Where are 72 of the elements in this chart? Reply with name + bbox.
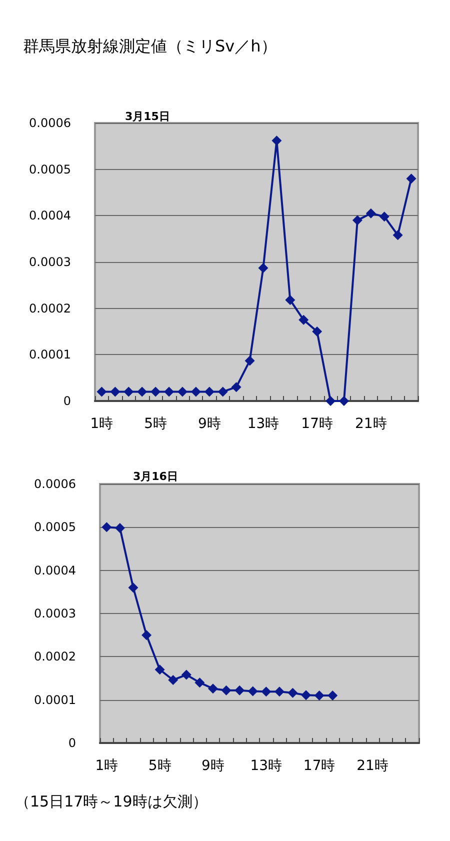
point [137,386,148,397]
point [326,396,336,406]
point [338,396,349,406]
x-tick-label: 9時 [198,416,221,432]
x-tick-label: 9時 [202,758,224,774]
x-tick-label: 13時 [247,416,280,432]
y-tick-label: 0.0003 [34,606,76,620]
point [379,212,390,222]
x-tick-label: 21時 [356,758,388,774]
x-tick-label: 17時 [301,416,333,432]
point [244,356,255,366]
y-tick-label: 0.0002 [29,301,71,316]
point [154,664,165,675]
point [168,674,178,685]
point [328,690,338,701]
point [272,136,282,146]
point [231,382,242,392]
point [128,582,138,593]
point [218,386,228,397]
y-tick-label: 0.0003 [29,255,71,269]
point [150,386,161,397]
point [221,685,232,696]
point [204,386,214,397]
x-tick-label: 21時 [354,416,387,432]
point [177,386,188,397]
x-tick-label: 5時 [148,758,172,774]
chart-title: 群馬県放射線測定値（ミリSv／h） [23,36,277,56]
y-tick-label: 0.0001 [29,348,71,362]
point [301,690,312,700]
point [164,386,174,397]
y-tick-label: 0 [63,394,71,408]
point [194,678,205,688]
point [181,670,192,680]
point [102,522,112,532]
point [208,684,218,694]
point [366,208,376,218]
point [110,386,120,397]
point [298,314,309,325]
y-tick-label: 0.0004 [34,563,76,578]
x-tick-label: 13時 [250,758,282,774]
chart-subtitle: 3月15日 [125,110,170,123]
y-tick-label: 0 [68,736,76,750]
x-tick-label: 1時 [90,416,114,432]
x-tick-label: 5時 [144,416,168,432]
point [314,690,324,701]
y-tick-label: 0.0002 [34,650,76,664]
point [234,685,245,696]
point [392,230,403,240]
y-tick-label: 0.0004 [29,208,71,223]
point [352,215,362,226]
point [124,386,134,397]
y-tick-label: 0.0006 [29,116,71,130]
point [261,686,272,697]
point [96,386,107,397]
point [288,688,298,698]
y-tick-label: 0.0005 [29,162,71,176]
point [142,630,152,640]
point [114,523,125,534]
point [312,326,322,336]
y-tick-label: 0.0001 [34,692,76,707]
point [285,294,296,305]
x-tick-label: 17時 [303,758,336,774]
point [248,686,258,696]
y-tick-label: 0.0005 [34,520,76,534]
chart-title: 3月16日 [133,470,178,483]
x-tick-label: 1時 [95,758,118,774]
point [406,174,416,184]
y-tick-label: 0.0006 [34,477,76,491]
point [274,686,284,697]
point [190,386,201,397]
text: （15日17時～19時は欠測） [15,792,208,810]
point [258,263,268,274]
